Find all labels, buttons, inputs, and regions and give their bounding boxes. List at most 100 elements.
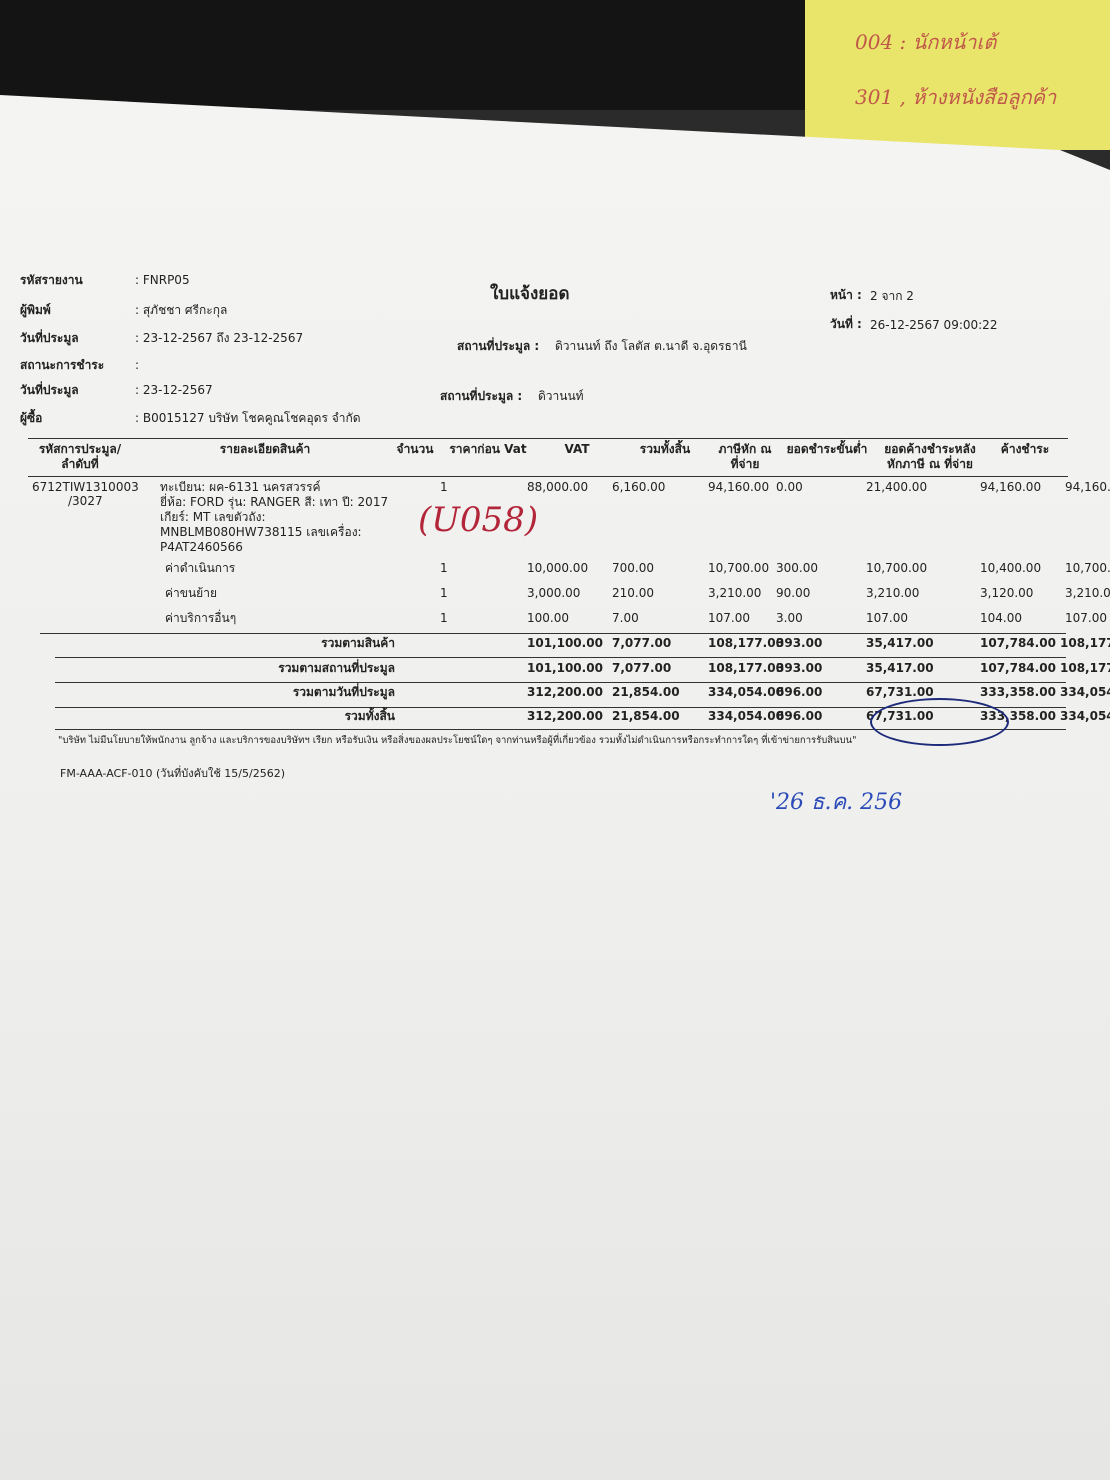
rule: [55, 707, 1066, 708]
date-label: วันที่ :: [830, 317, 862, 331]
amount: 1: [440, 480, 448, 494]
item-description: MNBLMB080HW738115 เลขเครื่อง:: [160, 525, 362, 539]
total-amount: 101,100.00: [527, 636, 603, 650]
column-header: หักภาษี ณ ที่จ่าย: [887, 457, 973, 471]
total-amount: 312,200.00: [527, 709, 603, 723]
column-header: ยอดค้างชำระหลัง: [884, 442, 976, 456]
column-header: VAT: [564, 442, 590, 456]
item-description: ค่าขนย้าย: [165, 586, 217, 600]
amount: 1: [440, 611, 448, 625]
amount: 94,160.00: [708, 480, 770, 494]
total-amount: 7,077.00: [612, 636, 672, 650]
paper: [0, 95, 1110, 1480]
amount: 107.00: [866, 611, 908, 625]
total-amount: 393.00: [776, 661, 823, 675]
total-amount: 334,054.00: [1060, 685, 1110, 699]
column-header: ที่จ่าย: [730, 457, 760, 471]
total-amount: 67,731.00: [866, 685, 934, 699]
amount: 3,210.00: [866, 586, 920, 600]
total-amount: 108,177.00: [1060, 636, 1110, 650]
column-header: ราคาก่อน Vat: [449, 442, 527, 456]
amount: 90.00: [776, 586, 811, 600]
total-amount: 35,417.00: [866, 661, 934, 675]
total-label: รวมตามวันที่ประมูล: [292, 685, 395, 699]
handwritten-note: (U058): [418, 500, 539, 540]
column-header: ยอดชำระขั้นต่ำ: [786, 442, 868, 456]
sticky-note-text: 004 : นักหน้าเต้: [855, 30, 997, 54]
field-label: ผู้พิมพ์: [20, 303, 51, 317]
total-amount: 108,177.00: [708, 661, 784, 675]
amount: 3,210.00: [1065, 586, 1110, 600]
total-amount: 21,854.00: [612, 709, 680, 723]
field-value: :: [135, 358, 140, 372]
total-amount: 108,177.00: [708, 636, 784, 650]
total-amount: 696.00: [776, 709, 823, 723]
amount: 3,210.00: [708, 586, 762, 600]
notice: "บริษัท ไม่มีนโยบายให้พนักงาน ลูกจ้าง แล…: [58, 735, 857, 746]
field-label: รหัสรายงาน: [20, 273, 83, 287]
field-value: : FNRP05: [135, 273, 190, 287]
amount: 10,700.00: [708, 561, 770, 575]
amount: 10,700.00: [1065, 561, 1110, 575]
sticky-note-text: 301 , ห้างหนังสือลูกค้า: [855, 85, 1057, 109]
field-label: วันที่ประมูล: [20, 331, 79, 345]
amount: 0.00: [776, 480, 803, 494]
field-value: : สุภัชชา ศรีกะกุล: [135, 303, 228, 317]
amount: 104.00: [980, 611, 1022, 625]
column-header: จำนวน: [396, 442, 434, 456]
field-value: : 23-12-2567 ถึง 23-12-2567: [135, 331, 304, 345]
amount: 107.00: [1065, 611, 1107, 625]
total-amount: 7,077.00: [612, 661, 672, 675]
total-label: รวมตามสินค้า: [321, 636, 395, 650]
amount: 300.00: [776, 561, 818, 575]
page-value: 2 จาก 2: [870, 289, 914, 303]
total-amount: 101,100.00: [527, 661, 603, 675]
auction-code: 6712TIW1310003: [32, 480, 139, 494]
field-label: วันที่ประมูล: [20, 383, 79, 397]
amount: 10,400.00: [980, 561, 1042, 575]
field-label: สถานะการชำระ: [20, 358, 105, 372]
amount: 10,000.00: [527, 561, 589, 575]
total-amount: 35,417.00: [866, 636, 934, 650]
amount: 3.00: [776, 611, 803, 625]
amount: 3,120.00: [980, 586, 1034, 600]
column-header: รายละเอียดสินค้า: [219, 442, 311, 456]
form-code: FM-AAA-ACF-010 (วันที่บังคับใช้ 15/5/256…: [60, 767, 285, 780]
column-header: รหัสการประมูล/: [38, 442, 122, 456]
rule: [28, 476, 1068, 477]
location-value: ดิวานนท์ ถึง โลตัส ต.นาดี จ.อุดรธานี: [555, 339, 747, 353]
sticky-note: [805, 0, 1110, 150]
date-value: 26-12-2567 09:00:22: [870, 318, 998, 332]
amount: 94,160.00: [1065, 480, 1110, 494]
total-amount: 393.00: [776, 636, 823, 650]
total-amount: 107,784.00: [980, 636, 1056, 650]
item-description: P4AT2460566: [160, 540, 243, 554]
amount: 107.00: [708, 611, 750, 625]
total-label: รวมตามสถานที่ประมูล: [278, 661, 395, 675]
item-description: ทะเบียน: ผค-6131 นครสวรรค์: [160, 480, 321, 494]
amount: 10,700.00: [866, 561, 928, 575]
rule: [40, 633, 1066, 634]
monitor: [0, 0, 805, 110]
field-label: ผู้ซื้อ: [20, 411, 43, 425]
amount: 6,160.00: [612, 480, 666, 494]
location-label: สถานที่ประมูล :: [457, 339, 540, 353]
amount: 700.00: [612, 561, 654, 575]
column-header: ลำดับที่: [61, 457, 99, 471]
handwritten-date: '26 ธ.ค. 256: [770, 790, 903, 815]
total-amount: 108,177.00: [1060, 661, 1110, 675]
total-amount: 312,200.00: [527, 685, 603, 699]
amount: 1: [440, 586, 448, 600]
page-label: หน้า :: [830, 288, 862, 302]
amount: 100.00: [527, 611, 569, 625]
amount: 7.00: [612, 611, 639, 625]
total-label: รวมทั้งสิ้น: [344, 709, 395, 723]
item-description: ค่าดำเนินการ: [165, 561, 236, 575]
rule: [55, 657, 1066, 658]
total-amount: 107,784.00: [980, 661, 1056, 675]
total-amount: 334,054.00: [708, 685, 784, 699]
rule: [28, 438, 1068, 439]
location-label: สถานที่ประมูล :: [440, 389, 523, 403]
field-value: : B0015127 บริษัท โชคคูณโชคอุดร จำกัด: [135, 411, 361, 425]
